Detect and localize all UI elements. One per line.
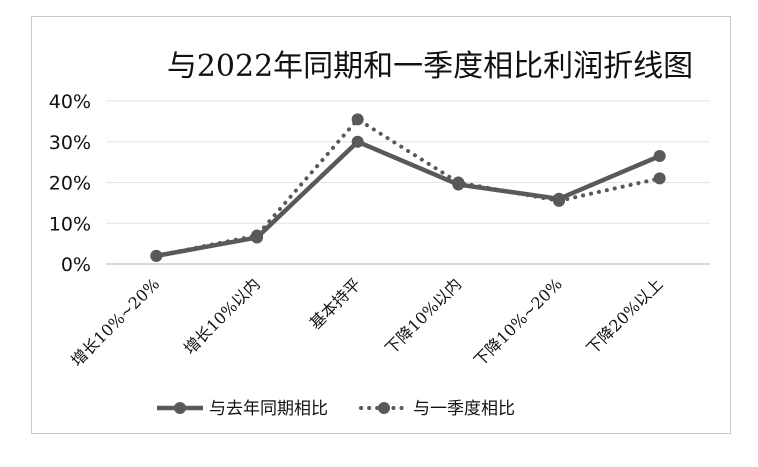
y-tick-label: 20% (49, 173, 91, 195)
legend-item-2: 与一季度相比 (359, 399, 515, 419)
legend: 与去年同期相比 与一季度相比 (157, 399, 515, 419)
data-point (351, 135, 364, 148)
x-tick-label: 下降10%~20% (470, 274, 566, 370)
y-tick-label: 0% (61, 254, 91, 276)
x-tick-label: 增长10%~20% (67, 274, 163, 370)
y-tick-label: 30% (49, 132, 91, 154)
chart-title: 与2022年同期和一季度相比利润折线图 (167, 49, 693, 84)
data-point (653, 150, 666, 163)
legend-item-1: 与去年同期相比 (157, 399, 328, 419)
legend-label: 与去年同期相比 (209, 399, 328, 419)
x-tick-label: 增长10%以内 (180, 274, 264, 358)
chart-frame (31, 16, 731, 434)
y-tick-label: 40% (49, 91, 91, 113)
data-point (553, 194, 565, 207)
legend-swatch-marker (378, 402, 390, 414)
series-line (154, 117, 662, 258)
series-line (154, 139, 662, 259)
data-point (351, 113, 364, 126)
x-tick-label: 下降10%以内 (381, 274, 465, 358)
x-axis: 增长10%~20% 增长10%以内 基本持平 下降10%以内 下降10%~20% 下降20… (67, 274, 666, 370)
y-tick-label: 10% (49, 213, 91, 235)
data-point (150, 249, 163, 262)
x-tick-label: 基本持平 (306, 274, 365, 333)
legend-label: 与一季度相比 (413, 399, 515, 419)
series-layer (150, 113, 666, 262)
gridlines (106, 100, 710, 265)
data-point (653, 172, 666, 185)
series-2 (150, 113, 666, 262)
data-point (251, 229, 263, 242)
x-tick-label: 下降20%以上 (583, 274, 667, 358)
y-axis: 0% 10% 20% 30% 40% (49, 91, 91, 276)
data-point (452, 176, 465, 189)
legend-swatch-marker (174, 402, 186, 414)
